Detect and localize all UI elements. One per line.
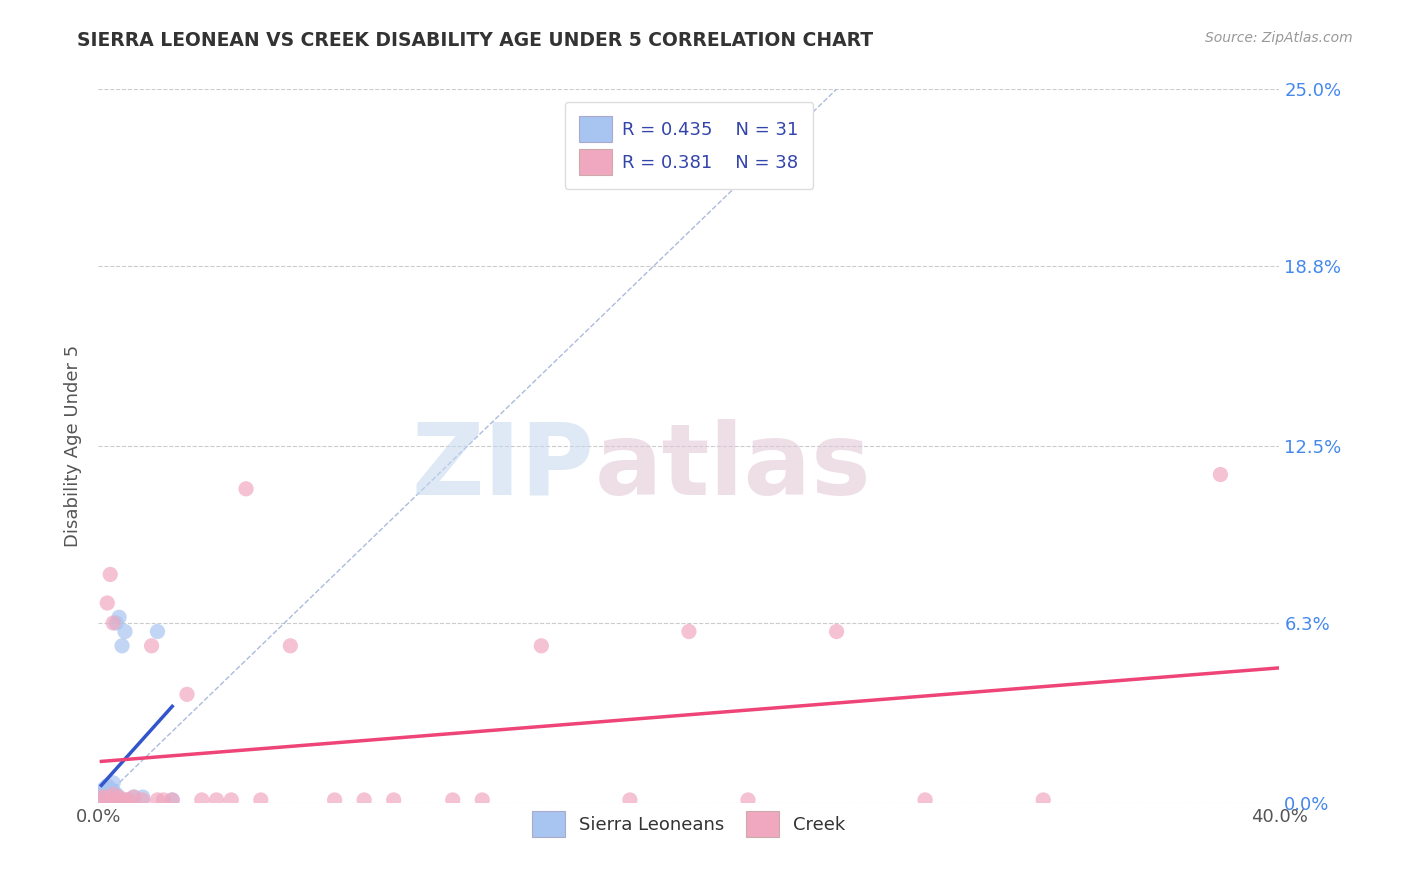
Text: SIERRA LEONEAN VS CREEK DISABILITY AGE UNDER 5 CORRELATION CHART: SIERRA LEONEAN VS CREEK DISABILITY AGE U… — [77, 31, 873, 50]
Point — [93, 781, 115, 796]
Y-axis label: Disability Age Under 5: Disability Age Under 5 — [65, 345, 83, 547]
Point — [90, 784, 112, 798]
Point — [280, 639, 302, 653]
Point — [146, 793, 169, 807]
Point — [103, 787, 125, 801]
Point — [111, 793, 134, 807]
Point — [221, 793, 243, 807]
Point — [205, 793, 228, 807]
Point — [122, 790, 145, 805]
Point — [441, 793, 464, 807]
Point — [619, 793, 641, 807]
Point — [98, 567, 121, 582]
Point — [114, 624, 136, 639]
Point — [93, 787, 115, 801]
Point — [96, 790, 118, 805]
Point — [530, 639, 553, 653]
Point — [108, 610, 131, 624]
Point — [103, 793, 125, 807]
Point — [90, 790, 112, 805]
Point — [90, 790, 112, 805]
Point — [108, 790, 131, 805]
Point — [176, 687, 198, 701]
Text: ZIP: ZIP — [412, 419, 595, 516]
Point — [93, 793, 115, 807]
Point — [93, 793, 115, 807]
Point — [105, 790, 128, 805]
Point — [146, 624, 169, 639]
Point — [471, 793, 494, 807]
Point — [90, 787, 112, 801]
Point — [105, 615, 128, 630]
Point — [191, 793, 214, 807]
Point — [353, 793, 375, 807]
Point — [162, 793, 183, 807]
Point — [122, 790, 145, 805]
Point — [382, 793, 405, 807]
Point — [96, 779, 118, 793]
Point — [678, 624, 700, 639]
Legend: Sierra Leoneans, Creek: Sierra Leoneans, Creek — [526, 804, 852, 844]
Point — [1032, 793, 1054, 807]
Point — [111, 639, 134, 653]
Point — [98, 790, 121, 805]
Point — [98, 793, 121, 807]
Point — [737, 793, 759, 807]
Point — [105, 787, 128, 801]
Point — [105, 793, 128, 807]
Point — [132, 790, 155, 805]
Point — [96, 596, 118, 610]
Point — [323, 793, 346, 807]
Point — [98, 787, 121, 801]
Point — [103, 776, 125, 790]
Point — [96, 784, 118, 798]
Point — [162, 793, 183, 807]
Point — [108, 793, 131, 807]
Point — [235, 482, 257, 496]
Point — [96, 790, 118, 805]
Text: atlas: atlas — [595, 419, 872, 516]
Point — [103, 784, 125, 798]
Point — [825, 624, 848, 639]
Point — [96, 793, 118, 807]
Point — [103, 615, 125, 630]
Point — [1209, 467, 1232, 482]
Point — [114, 793, 136, 807]
Point — [98, 781, 121, 796]
Point — [250, 793, 273, 807]
Point — [117, 793, 139, 807]
Point — [132, 793, 155, 807]
Text: Source: ZipAtlas.com: Source: ZipAtlas.com — [1205, 31, 1353, 45]
Point — [914, 793, 936, 807]
Point — [103, 790, 125, 805]
Point — [117, 793, 139, 807]
Point — [141, 639, 163, 653]
Point — [152, 793, 174, 807]
Point — [93, 790, 115, 805]
